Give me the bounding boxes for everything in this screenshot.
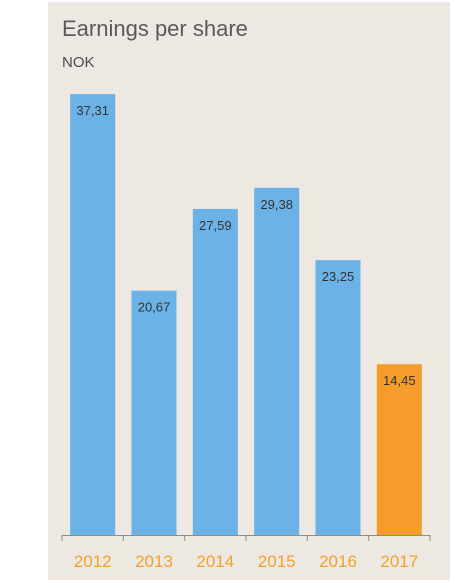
value-label-2016: 23,25 — [322, 269, 355, 284]
value-label-2012: 37,31 — [76, 103, 109, 118]
bar-2014 — [192, 208, 238, 535]
chart-panel: Earnings per share NOK 37,31 20,67 27,59 29… — [48, 2, 450, 580]
x-tick-labels-group: 2012 2013 2014 2015 2016 2017 — [74, 552, 418, 571]
bar-2017 — [376, 364, 422, 535]
x-tick-label-2014: 2014 — [196, 552, 234, 571]
x-tick-label-2017: 2017 — [380, 552, 418, 571]
bar-2016 — [315, 260, 361, 535]
x-tick-label-2016: 2016 — [319, 552, 357, 571]
value-label-2017: 14,45 — [383, 373, 416, 388]
chart-subtitle: NOK — [62, 54, 95, 71]
value-label-2014: 27,59 — [199, 218, 232, 233]
chart-title: Earnings per share — [62, 16, 248, 41]
value-label-2013: 20,67 — [138, 300, 171, 315]
x-tick-label-2012: 2012 — [74, 552, 112, 571]
x-tick-label-2013: 2013 — [135, 552, 173, 571]
x-ticks-group — [61, 535, 431, 541]
bar-2012 — [70, 94, 116, 535]
value-labels-group: 37,31 20,67 27,59 29,38 23,25 14,45 — [76, 103, 415, 388]
x-tick-label-2015: 2015 — [258, 552, 296, 571]
value-label-2015: 29,38 — [260, 197, 293, 212]
bar-2015 — [254, 187, 300, 536]
bar-2013 — [131, 290, 177, 535]
bars-group — [70, 94, 422, 536]
